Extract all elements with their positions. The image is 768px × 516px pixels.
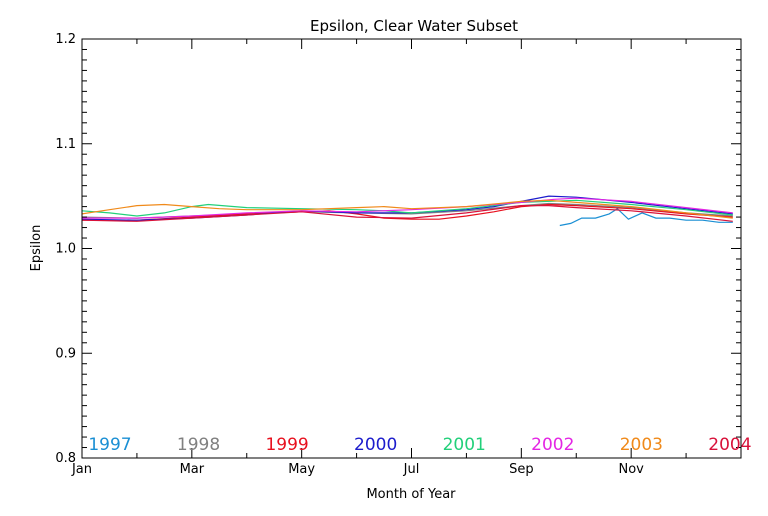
series-line-1999 [82, 203, 733, 221]
plot-series-group [81, 195, 733, 227]
legend-entry-2001: 2001 [443, 435, 486, 455]
legend-entry-2003: 2003 [620, 435, 663, 455]
y-tick-label: 1.1 [55, 137, 76, 152]
chart-title: Epsilon, Clear Water Subset [310, 17, 518, 35]
legend-entry-1999: 1999 [265, 435, 308, 455]
legend: 1997 1998 1999 2000 2001 2002 2003 2004 [88, 435, 751, 455]
axes-group: 0.8 0.9 1.0 1.1 1.2 Jan Mar May Jul Sep Nov [55, 32, 742, 477]
series-line-1997 [559, 207, 733, 227]
legend-entry-2000: 2000 [354, 435, 397, 455]
x-tick-label: Jan [71, 462, 92, 477]
x-tick-label: Mar [180, 462, 205, 477]
x-axis-label: Month of Year [366, 487, 456, 502]
x-tick-label: Sep [509, 462, 534, 477]
y-tick-label: 0.8 [55, 451, 76, 466]
y-tick-label: 1.0 [55, 242, 76, 257]
legend-entry-1998: 1998 [177, 435, 220, 455]
series-line-2003 [81, 199, 733, 219]
y-axis-label: Epsilon [29, 225, 44, 272]
series-line-2004 [81, 205, 733, 222]
legend-entry-2004: 2004 [708, 435, 751, 455]
y-tick-label: 1.2 [55, 32, 76, 47]
y-tick-label: 0.9 [55, 346, 76, 361]
legend-entry-2002: 2002 [531, 435, 574, 455]
legend-entry-1997: 1997 [88, 435, 131, 455]
x-tick-label: May [288, 462, 315, 477]
x-tick-label: Nov [618, 462, 644, 477]
x-tick-label: Jul [403, 462, 420, 477]
series-line-2001 [81, 199, 733, 217]
